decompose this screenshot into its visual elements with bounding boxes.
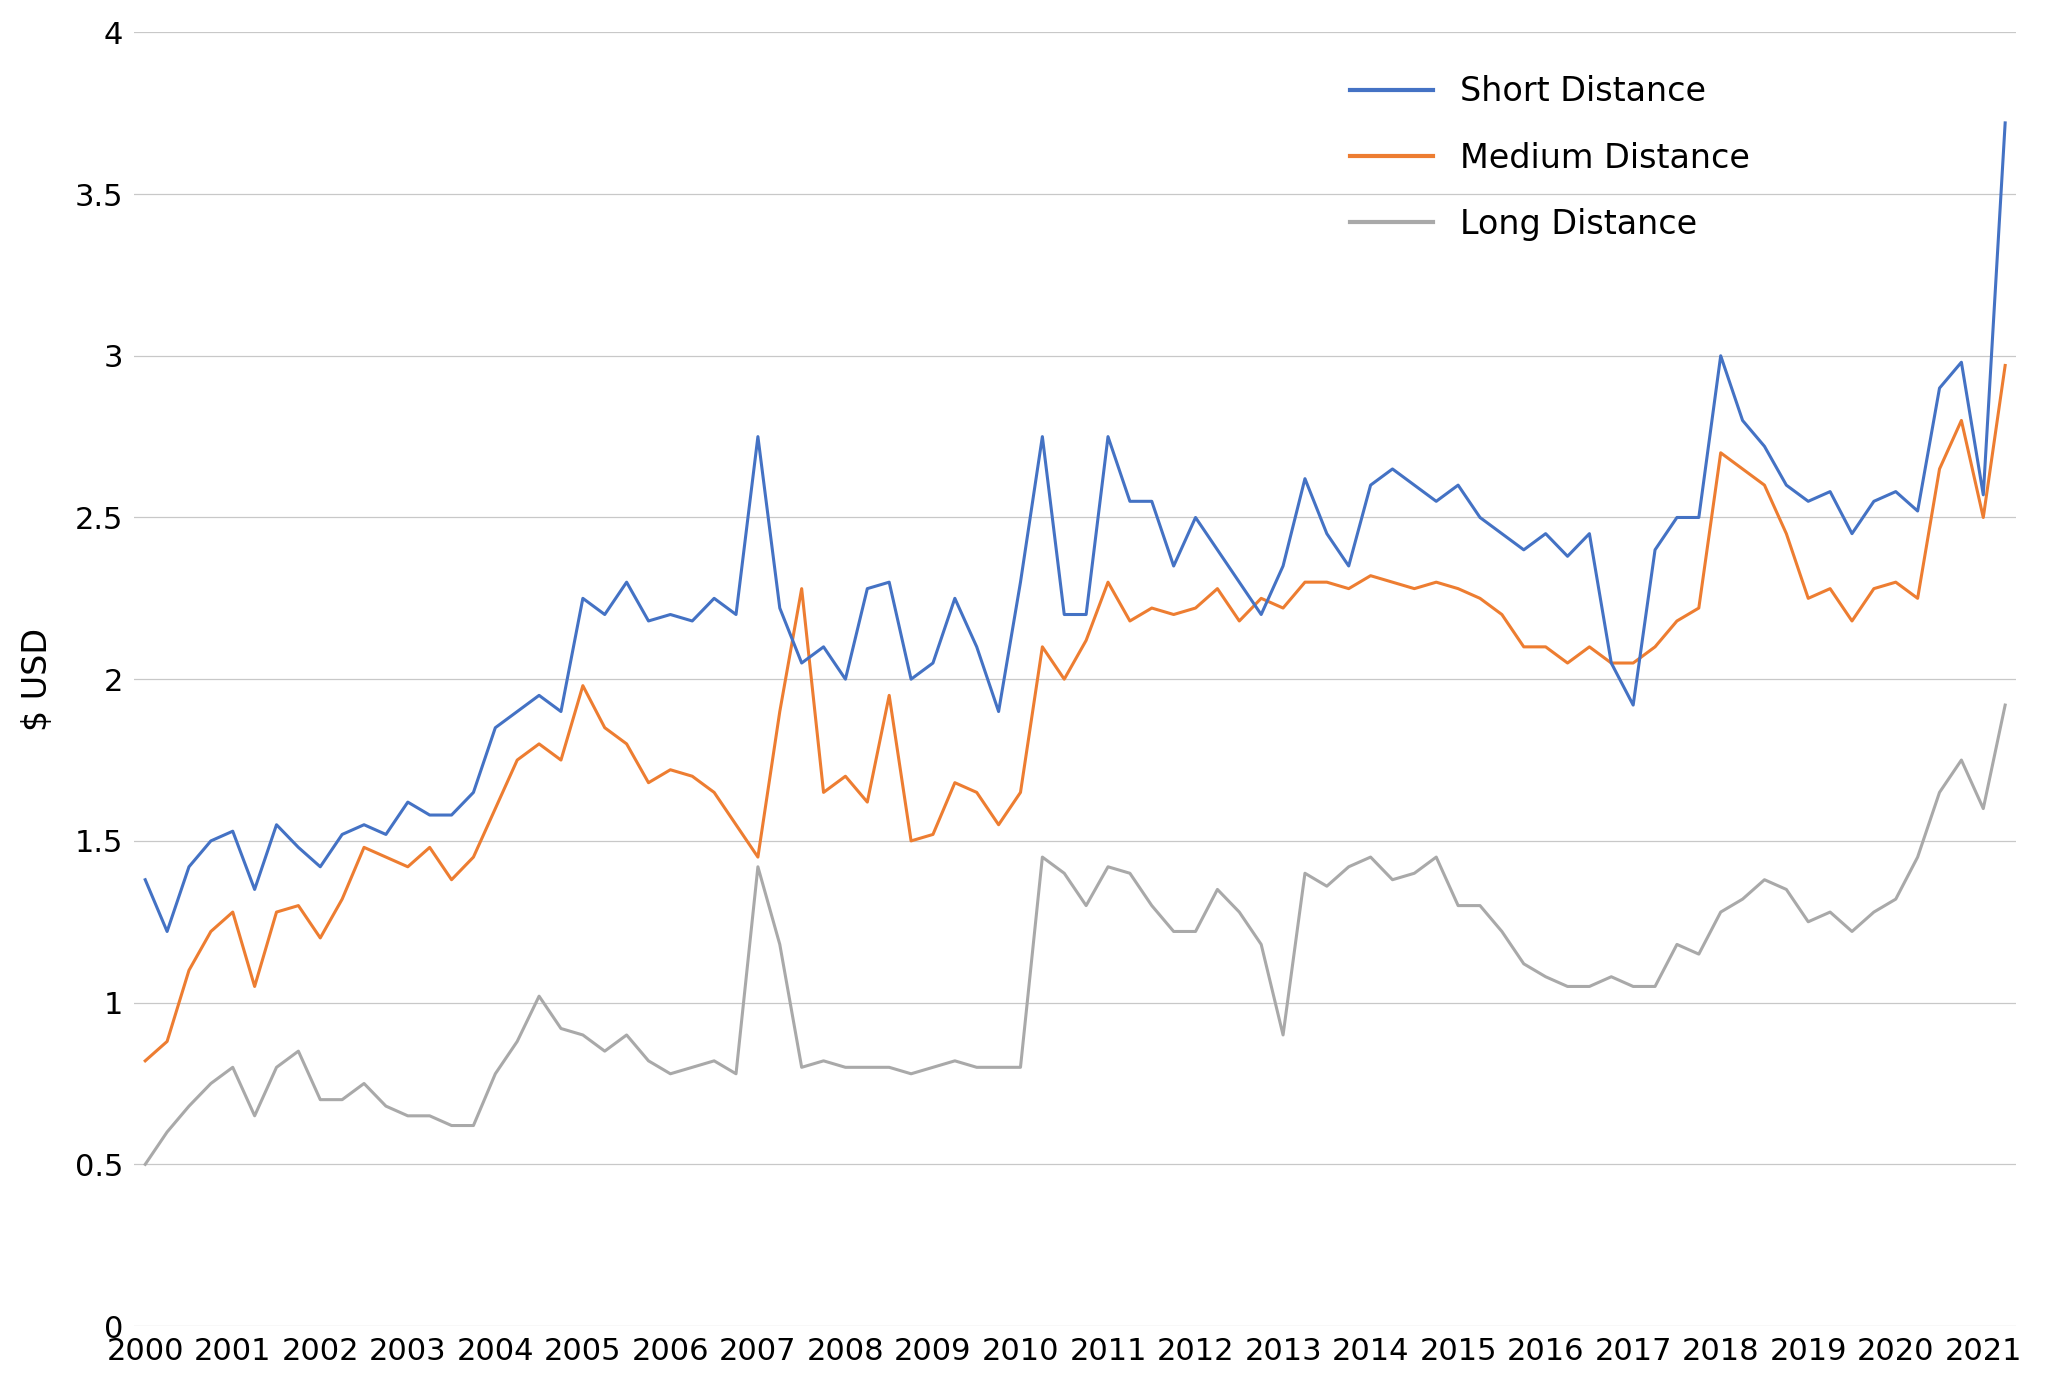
Medium Distance [1708,444,1733,460]
Long Distance [1030,849,1055,865]
Line: Short Distance: Short Distance [145,123,2005,932]
Short Distance [352,817,377,834]
Line: Medium Distance: Medium Distance [145,365,2005,1061]
Line: Long Distance: Long Distance [145,705,2005,1164]
Short Distance [199,832,223,849]
Medium Distance [1030,638,1055,655]
Legend: Short Distance, Medium Distance, Long Distance: Short Distance, Medium Distance, Long Di… [1337,62,1763,254]
Short Distance [1731,412,1755,429]
Y-axis label: $ USD: $ USD [20,628,53,731]
Long Distance [221,1060,246,1076]
Long Distance [176,1097,201,1114]
Long Distance [1993,696,2017,713]
Medium Distance [133,1053,158,1069]
Medium Distance [1993,356,2017,373]
Long Distance [133,1155,158,1172]
Medium Distance [1554,655,1579,671]
Long Distance [1708,904,1733,921]
Medium Distance [330,890,354,907]
Short Distance [242,881,266,897]
Short Distance [1577,526,1602,542]
Short Distance [1993,115,2017,132]
Long Distance [330,1092,354,1108]
Short Distance [1053,606,1077,623]
Short Distance [133,871,158,888]
Long Distance [1554,978,1579,994]
Short Distance [156,924,180,940]
Medium Distance [221,904,246,921]
Medium Distance [176,963,201,979]
